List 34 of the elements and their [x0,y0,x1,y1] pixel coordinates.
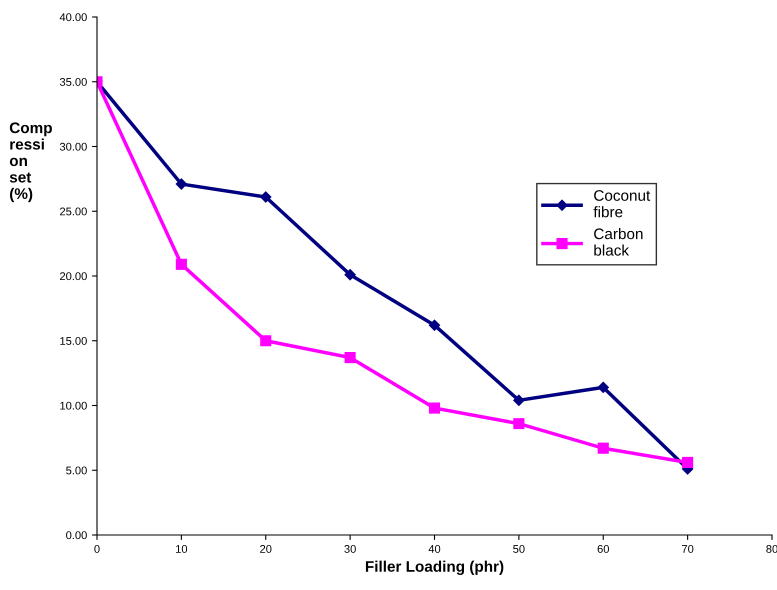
point [598,382,609,393]
y-tick-label: 35.00 [60,78,87,86]
point [428,402,440,414]
point [513,418,524,430]
y-tick-label: 0.00 [66,531,87,540]
point [176,178,187,190]
x-tick-label: 60 [598,545,609,553]
x-tick-label: 70 [682,545,694,553]
legend-label: Carbon black [594,228,642,256]
x-tick-label: 10 [176,545,188,553]
x-tick-label: 30 [344,545,356,553]
y-tick-label: 20.00 [60,272,87,280]
x-tick-label: 0 [94,545,100,553]
point [344,352,356,364]
y-tick-label: 5.00 [66,466,87,474]
point [682,456,694,468]
y-tick-label: 10.00 [60,402,87,410]
point [176,258,187,270]
x-axis-title: Filler Loading (phr) [366,560,504,575]
point [513,394,524,406]
y-tick-label: 40.00 [60,13,87,22]
y-tick-label: 30.00 [60,142,87,151]
point [598,442,609,454]
point [260,191,272,203]
x-tick-label: 50 [513,545,525,553]
legend-label: Coconut fibre [594,190,650,218]
x-tick-label: 20 [260,545,272,553]
y-tick-label: 25.00 [60,208,87,216]
point [344,269,356,280]
point [428,320,440,331]
y-axis-title: Comp ressi on set (%) [10,122,52,202]
x-tick-label: 40 [428,545,440,553]
y-tick-label: 15.00 [60,337,87,345]
point [260,335,272,346]
